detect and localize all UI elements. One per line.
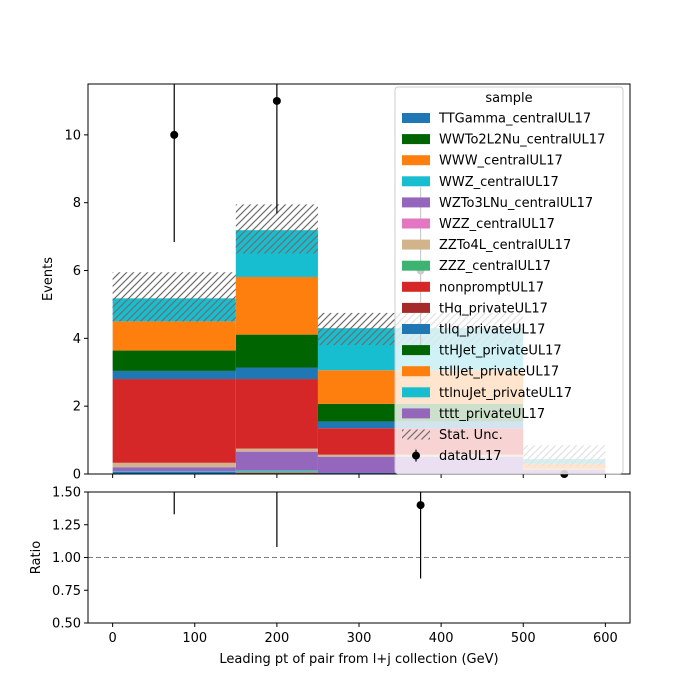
- legend-swatch-9: [402, 302, 430, 313]
- legend-label-stat-unc: Stat. Unc.: [439, 428, 503, 443]
- legend-swatch-3: [402, 176, 430, 187]
- legend-swatch-4: [402, 197, 430, 208]
- bar-segment-12-1: [235, 276, 318, 335]
- legend-title: sample: [485, 91, 532, 106]
- data-point-1: [272, 96, 281, 105]
- ratio-y-tick-label-3: 1.25: [52, 518, 81, 533]
- bar-segment-10-1: [235, 367, 318, 380]
- ratio-panel: 0 100 200 300 400 500 6000.500.751.001.251.50 …: [29, 486, 631, 667]
- main-ticks: 0 2 4 6 8 10: [64, 128, 606, 483]
- legend: sample TTGamma_centralUL17 WWTo2L2Nu_centr…: [394, 86, 624, 475]
- legend-swatch-11: [402, 345, 430, 356]
- bar-segment-3-0: [112, 471, 236, 472]
- bar-segment-4-0: [112, 467, 236, 472]
- bar-segment-12-0: [112, 321, 236, 351]
- legend-label-4: WZTo3LNu_centralUL17: [439, 196, 593, 211]
- main-y-tick-label-5: 10: [64, 128, 81, 143]
- bar-segment-0-1: [235, 472, 318, 474]
- bar-segment-11-0: [112, 350, 236, 371]
- legend-swatch-12: [402, 366, 430, 377]
- x-tick-label-4: 400: [429, 631, 454, 646]
- bar-segment-4-1: [235, 451, 318, 471]
- legend-label-3: WWZ_centralUL17: [439, 175, 559, 190]
- legend-swatch-7: [402, 260, 430, 271]
- bar-segment-11-1: [235, 334, 318, 368]
- legend-swatch-8: [402, 281, 430, 292]
- main-y-tick-label-2: 4: [73, 332, 81, 347]
- legend-label-6: ZZTo4L_centralUL17: [439, 238, 571, 253]
- legend-swatch-1: [402, 134, 430, 145]
- legend-swatch-2: [402, 155, 430, 166]
- legend-label-5: WZZ_centralUL17: [439, 217, 555, 232]
- bar-segment-3-1: [235, 470, 318, 472]
- main-y-tick-label-3: 6: [73, 264, 81, 279]
- x-tick-label-0: 0: [108, 631, 116, 646]
- legend-label-8: nonpromptUL17: [439, 280, 544, 295]
- bar-segment-0-0: [112, 471, 236, 474]
- legend-box: [394, 86, 624, 475]
- bar-segment-6-0: [112, 462, 236, 468]
- legend-swatch-0: [402, 113, 430, 123]
- legend-label-7: ZZZ_centralUL17: [439, 259, 551, 274]
- x-tick-label-6: 600: [593, 631, 618, 646]
- x-tick-label-5: 500: [511, 631, 536, 646]
- bar-segment-8-1: [235, 379, 318, 449]
- x-tick-label-2: 200: [264, 631, 289, 646]
- legend-swatch-stat-unc: [402, 429, 430, 440]
- ratio-y-tick-label-4: 1.50: [52, 486, 81, 501]
- legend-label-11: ttHJet_privateUL17: [439, 344, 562, 359]
- ratio-y-tick-label-0: 0.50: [52, 617, 81, 632]
- stat-unc-band-0: [112, 272, 236, 322]
- legend-swatch-6: [402, 239, 430, 250]
- legend-label-10: tllq_privateUL17: [439, 323, 545, 338]
- x-tick-label-3: 300: [347, 631, 372, 646]
- main-y-tick-label-1: 2: [73, 400, 81, 415]
- legend-label-1: WWTo2L2Nu_centralUL17: [439, 133, 605, 148]
- ratio-y-tick-label-1: 0.75: [52, 584, 81, 599]
- main-panel: 0 2 4 6 8 10 Events sample TTGamma_centralUL17…: [41, 83, 631, 483]
- main-y-axis-label: Events: [41, 257, 56, 301]
- legend-label-data: dataUL17: [439, 449, 502, 464]
- legend-label-0: TTGamma_centralUL17: [438, 112, 591, 127]
- ratio-ticks: 0 100 200 300 400 500 600 0.50 0.75 1.00 1.25 1.50: [52, 486, 618, 647]
- legend-swatch-10: [402, 324, 430, 334]
- legend-swatch-14: [402, 408, 430, 419]
- legend-label-2: WWW_centralUL17: [439, 154, 563, 169]
- legend-swatch-13: [402, 387, 430, 398]
- legend-swatch-5: [402, 218, 430, 229]
- main-y-tick-label-0: 0: [73, 468, 81, 483]
- bar-segment-6-1: [235, 448, 318, 452]
- legend-data-marker: [412, 451, 420, 460]
- data-point-0: [170, 130, 179, 139]
- ratio-y-axis-label: Ratio: [29, 541, 44, 574]
- legend-label-13: ttlnuJet_privateUL17: [439, 386, 572, 401]
- ratio-points: [173, 492, 425, 579]
- ratio-y-tick-label-2: 1.00: [52, 551, 81, 566]
- bar-segment-10-0: [112, 370, 236, 380]
- main-y-tick-label-4: 8: [73, 196, 81, 211]
- legend-label-14: tttt_privateUL17: [439, 407, 545, 422]
- bar-segment-2-1: [235, 471, 318, 473]
- x-tick-label-1: 100: [182, 631, 207, 646]
- bar-segment-8-0: [112, 379, 236, 463]
- x-axis-label: Leading pt of pair from l+j collection (…: [219, 652, 498, 667]
- ratio-point-2: [416, 501, 425, 510]
- legend-label-9: tHq_privateUL17: [439, 301, 548, 316]
- legend-label-12: ttllJet_privateUL17: [439, 365, 559, 380]
